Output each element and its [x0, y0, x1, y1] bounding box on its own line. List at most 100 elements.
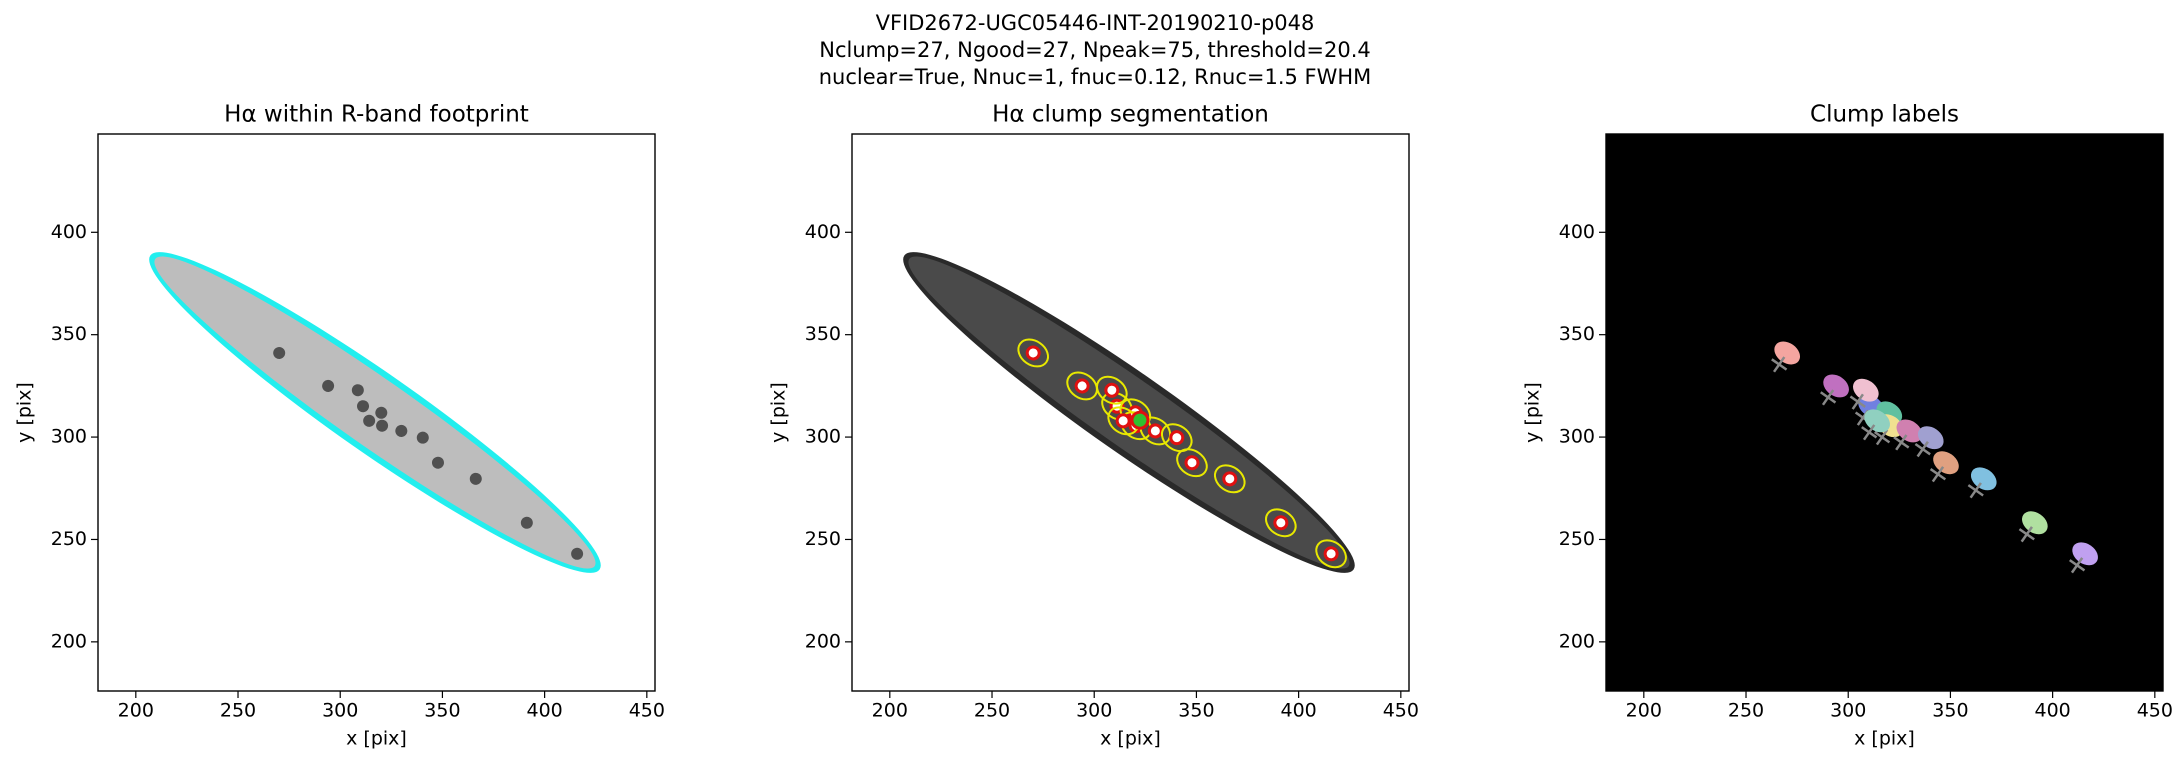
x-axis-label: x [pix]	[1100, 728, 1161, 750]
x-tick-label: 400	[1280, 700, 1316, 722]
nucleus-marker	[1130, 410, 1150, 430]
x-tick-label: 350	[1932, 700, 1968, 722]
x-axis-label: x [pix]	[1854, 728, 1915, 750]
clump-contour	[1213, 464, 1246, 494]
x-tick-label: 250	[1728, 700, 1764, 722]
clump-label	[2072, 542, 2098, 566]
dark-spot	[273, 346, 286, 359]
x-tick-label: 400	[526, 700, 562, 722]
y-tick-label: 300	[1559, 426, 1595, 448]
y-tick-label: 300	[805, 426, 841, 448]
clump-label	[1823, 374, 1849, 398]
y-tick-label: 350	[51, 323, 87, 345]
panel-title: Clump labels	[1810, 102, 1959, 128]
peak-marker	[1323, 546, 1339, 562]
dark-spot	[469, 472, 482, 485]
y-tick-label: 350	[805, 323, 841, 345]
peak-marker	[1074, 378, 1090, 394]
panel: 200 250 300 350 400 450 200 250 300 350 400 Clump l…	[1522, 102, 2173, 750]
peak-marker	[1169, 430, 1185, 446]
clump-label	[1774, 341, 1801, 365]
x-tick-label: 250	[974, 700, 1010, 722]
dark-spot	[375, 406, 388, 419]
dark-spot	[431, 456, 444, 469]
dark-spot	[357, 400, 370, 413]
x-tick-label: 400	[2034, 700, 2070, 722]
y-tick-label: 400	[51, 221, 87, 243]
y-axis-label: y [pix]	[768, 382, 790, 443]
x-tick-label: 450	[1383, 700, 1419, 722]
y-tick-label: 350	[1559, 323, 1595, 345]
panel: 200 250 300 350 400 450 200 250 300 350 400 Hα clum…	[768, 102, 1419, 750]
dark-spot	[322, 379, 335, 392]
x-tick-label: 350	[1178, 700, 1214, 722]
galaxy-image	[1771, 341, 2098, 574]
clump-label	[1853, 378, 1879, 402]
peak-marker	[1025, 345, 1041, 361]
clump-contour	[1160, 423, 1193, 453]
galaxy-image	[149, 252, 601, 573]
dark-spot	[395, 424, 408, 437]
dark-spot	[363, 414, 376, 427]
dark-spot	[571, 547, 584, 560]
peak-marker	[1222, 471, 1238, 487]
x-tick-label: 300	[1076, 700, 1112, 722]
x-tick-label: 250	[220, 700, 256, 722]
peak-marker	[1104, 382, 1120, 398]
y-tick-label: 300	[51, 426, 87, 448]
peak-marker	[1184, 455, 1200, 471]
clump-label	[1970, 467, 1997, 491]
clump-label	[1933, 451, 1959, 475]
image-area	[1771, 341, 2098, 574]
figure-title: nuclear=True, Nnuc=1, fnuc=0.12, Rnuc=1.…	[819, 65, 1372, 89]
peak-cross	[1820, 389, 1837, 406]
dark-spot	[520, 516, 533, 529]
peak-cross	[1914, 441, 1931, 458]
peak-cross	[2068, 557, 2086, 574]
peak-marker	[1273, 515, 1289, 531]
peak-cross	[1929, 466, 1947, 483]
clump-contour	[1315, 539, 1347, 569]
clump-contour	[1096, 375, 1128, 405]
galaxy-image	[903, 252, 1355, 573]
axes-frame	[851, 133, 1410, 692]
y-tick-label: 200	[1559, 630, 1595, 652]
panel: 200 250 300 350 400 450 200 250 300 350 400 Hα with…	[14, 102, 665, 750]
peak-cross	[1893, 434, 1910, 451]
peak-marker	[1147, 423, 1163, 439]
clump-contour	[1066, 371, 1098, 401]
dark-spot	[416, 431, 429, 444]
x-tick-label: 200	[118, 700, 154, 722]
panel-title: Hα clump segmentation	[992, 102, 1269, 128]
x-tick-label: 350	[424, 700, 460, 722]
clump-label	[1864, 409, 1890, 433]
y-tick-label: 250	[805, 528, 841, 550]
y-tick-label: 400	[1559, 221, 1595, 243]
clump-contour	[1107, 406, 1139, 436]
image-area	[903, 252, 1355, 573]
clump-label	[1896, 419, 1923, 443]
image-area	[149, 252, 601, 573]
x-tick-label: 300	[322, 700, 358, 722]
y-tick-label: 200	[51, 630, 87, 652]
clump-label	[1917, 426, 1944, 450]
peak-cross	[1771, 356, 1788, 373]
panel-title: Hα within R-band footprint	[224, 102, 529, 128]
x-axis-label: x [pix]	[346, 728, 407, 750]
peak-cross	[1861, 424, 1878, 441]
y-axis-label: y [pix]	[14, 382, 36, 443]
x-tick-label: 300	[1830, 700, 1866, 722]
x-tick-label: 450	[2137, 700, 2173, 722]
clump-contour	[1265, 508, 1297, 538]
clump-label	[2022, 511, 2048, 535]
peak-cross	[1849, 393, 1866, 410]
galaxy-body	[154, 256, 596, 569]
y-tick-label: 200	[805, 630, 841, 652]
x-tick-label: 450	[629, 700, 665, 722]
x-tick-label: 200	[1626, 700, 1662, 722]
x-tick-label: 200	[872, 700, 908, 722]
figure-title: VFID2672-UGC05446-INT-20190210-p048	[876, 11, 1315, 35]
peak-cross	[1967, 482, 1984, 499]
y-axis-label: y [pix]	[1522, 382, 1544, 443]
